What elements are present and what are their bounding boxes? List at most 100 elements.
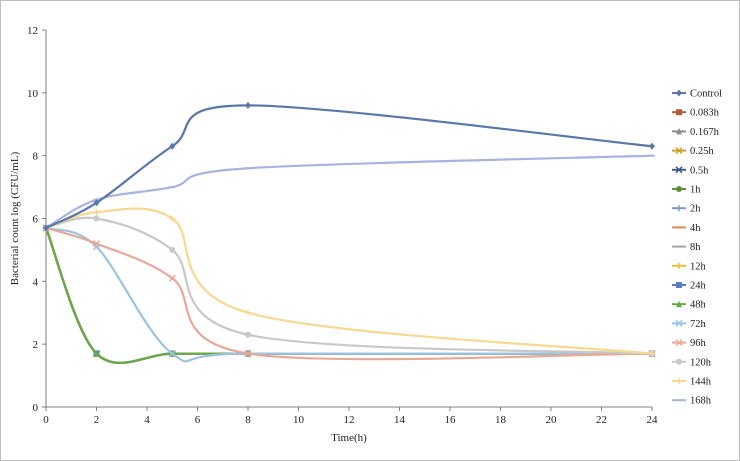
data-point: [169, 142, 176, 150]
series-0.5h: [42, 224, 656, 364]
x-tick-label: 8: [245, 414, 251, 426]
y-tick-label: 4: [33, 276, 39, 288]
data-point: [244, 350, 252, 358]
y-tick-label: 12: [27, 25, 38, 37]
legend-label: 120h: [690, 357, 712, 368]
series-24h: [43, 224, 655, 364]
legend: Control 0.083h 0.167h 0.25h 0.5h 1h 2h 4h 8h 12h 2…: [672, 89, 722, 407]
series-12h: [43, 224, 655, 364]
series-line: [45, 226, 652, 363]
series-2h: [43, 224, 655, 364]
legend-item: 144h: [672, 377, 712, 388]
y-tick-label: 2: [33, 339, 39, 351]
legend-label: 48h: [690, 300, 707, 311]
legend-item: 96h: [672, 338, 707, 349]
series-line: [44, 227, 652, 364]
legend-marker: [676, 262, 682, 269]
legend-marker: [676, 378, 682, 384]
data-point: [245, 331, 251, 338]
series-4h: [43, 226, 655, 364]
x-tick-label: 4: [144, 414, 150, 426]
legend-item: 120h: [672, 357, 712, 368]
x-tick-label: 22: [596, 414, 607, 426]
y-tick-label: 8: [33, 151, 39, 163]
data-point: [168, 274, 176, 282]
legend-label: 168h: [690, 396, 712, 407]
x-tick-label: 12: [344, 414, 355, 426]
legend-label: 8h: [690, 242, 701, 253]
legend-marker: [676, 282, 682, 288]
data-point: [93, 350, 100, 357]
legend-marker: [675, 339, 683, 347]
series-line: [44, 227, 652, 364]
legend-label: 0.083h: [690, 108, 720, 119]
series-96h: [42, 224, 656, 361]
legend-label: 144h: [690, 377, 712, 388]
legend-item: 2h: [672, 204, 701, 215]
series-line: [45, 226, 653, 361]
legend-label: 12h: [690, 261, 707, 272]
x-tick-label: 0: [43, 414, 49, 426]
series-line: [44, 227, 652, 364]
series-48h: [43, 224, 655, 364]
series-line: [45, 154, 653, 229]
legend-item: 72h: [672, 319, 707, 330]
legend-item: 0.083h: [672, 108, 720, 119]
x-tick-label: 20: [546, 414, 558, 426]
series-Control: [43, 101, 655, 232]
data-point: [245, 101, 251, 109]
legend-label: Control: [690, 89, 722, 100]
legend-marker: [676, 300, 682, 308]
data-point: [649, 350, 655, 357]
series-line: [44, 227, 652, 364]
series-0.167h: [43, 224, 655, 364]
legend-marker: [676, 186, 682, 192]
series-0.083h: [43, 224, 655, 364]
data-point: [169, 215, 176, 222]
legend-item: 48h: [672, 300, 707, 311]
x-tick-label: 6: [195, 414, 201, 426]
legend-item: 0.167h: [672, 127, 720, 138]
legend-marker: [676, 127, 682, 135]
legend-marker: [676, 358, 682, 365]
legend-item: 8h: [672, 242, 701, 253]
y-axis-label: Bacterial count log (CFU/mL): [9, 151, 21, 285]
x-tick-label: 10: [293, 414, 305, 426]
data-point: [92, 240, 101, 248]
legend-item: 0.5h: [672, 165, 709, 176]
legend-label: 0.5h: [690, 165, 709, 176]
x-tick-label: 16: [445, 414, 457, 426]
legend-label: 0.167h: [690, 127, 720, 138]
series-line: [44, 227, 652, 364]
series-line: [44, 227, 652, 364]
x-tick-label: 18: [495, 414, 507, 426]
legend-label: 1h: [690, 185, 701, 196]
legend-label: 4h: [690, 223, 701, 234]
legend-item: 24h: [672, 281, 707, 292]
data-point: [649, 142, 655, 150]
legend-item: 0.25h: [672, 146, 714, 157]
legend-marker: [676, 89, 682, 97]
data-point: [93, 215, 100, 222]
data-point: [93, 209, 100, 216]
series-8h: [43, 226, 655, 364]
x-tick-label: 2: [94, 414, 100, 426]
data-point: [93, 199, 100, 207]
y-tick-label: 10: [27, 88, 39, 100]
series-line: [44, 227, 652, 364]
series-0.25h: [42, 224, 656, 364]
y-tick-label: 0: [33, 402, 39, 414]
x-tick-label: 14: [394, 414, 406, 426]
series-line: [44, 227, 652, 364]
legend-item: 1h: [672, 185, 701, 196]
legend-label: 0.25h: [690, 146, 714, 157]
y-tick-label: 6: [33, 214, 39, 226]
legend-label: 2h: [690, 204, 701, 215]
data-point: [43, 224, 49, 232]
series-1h: [43, 224, 655, 364]
legend-marker: [676, 205, 682, 212]
legend-marker: [675, 166, 683, 174]
